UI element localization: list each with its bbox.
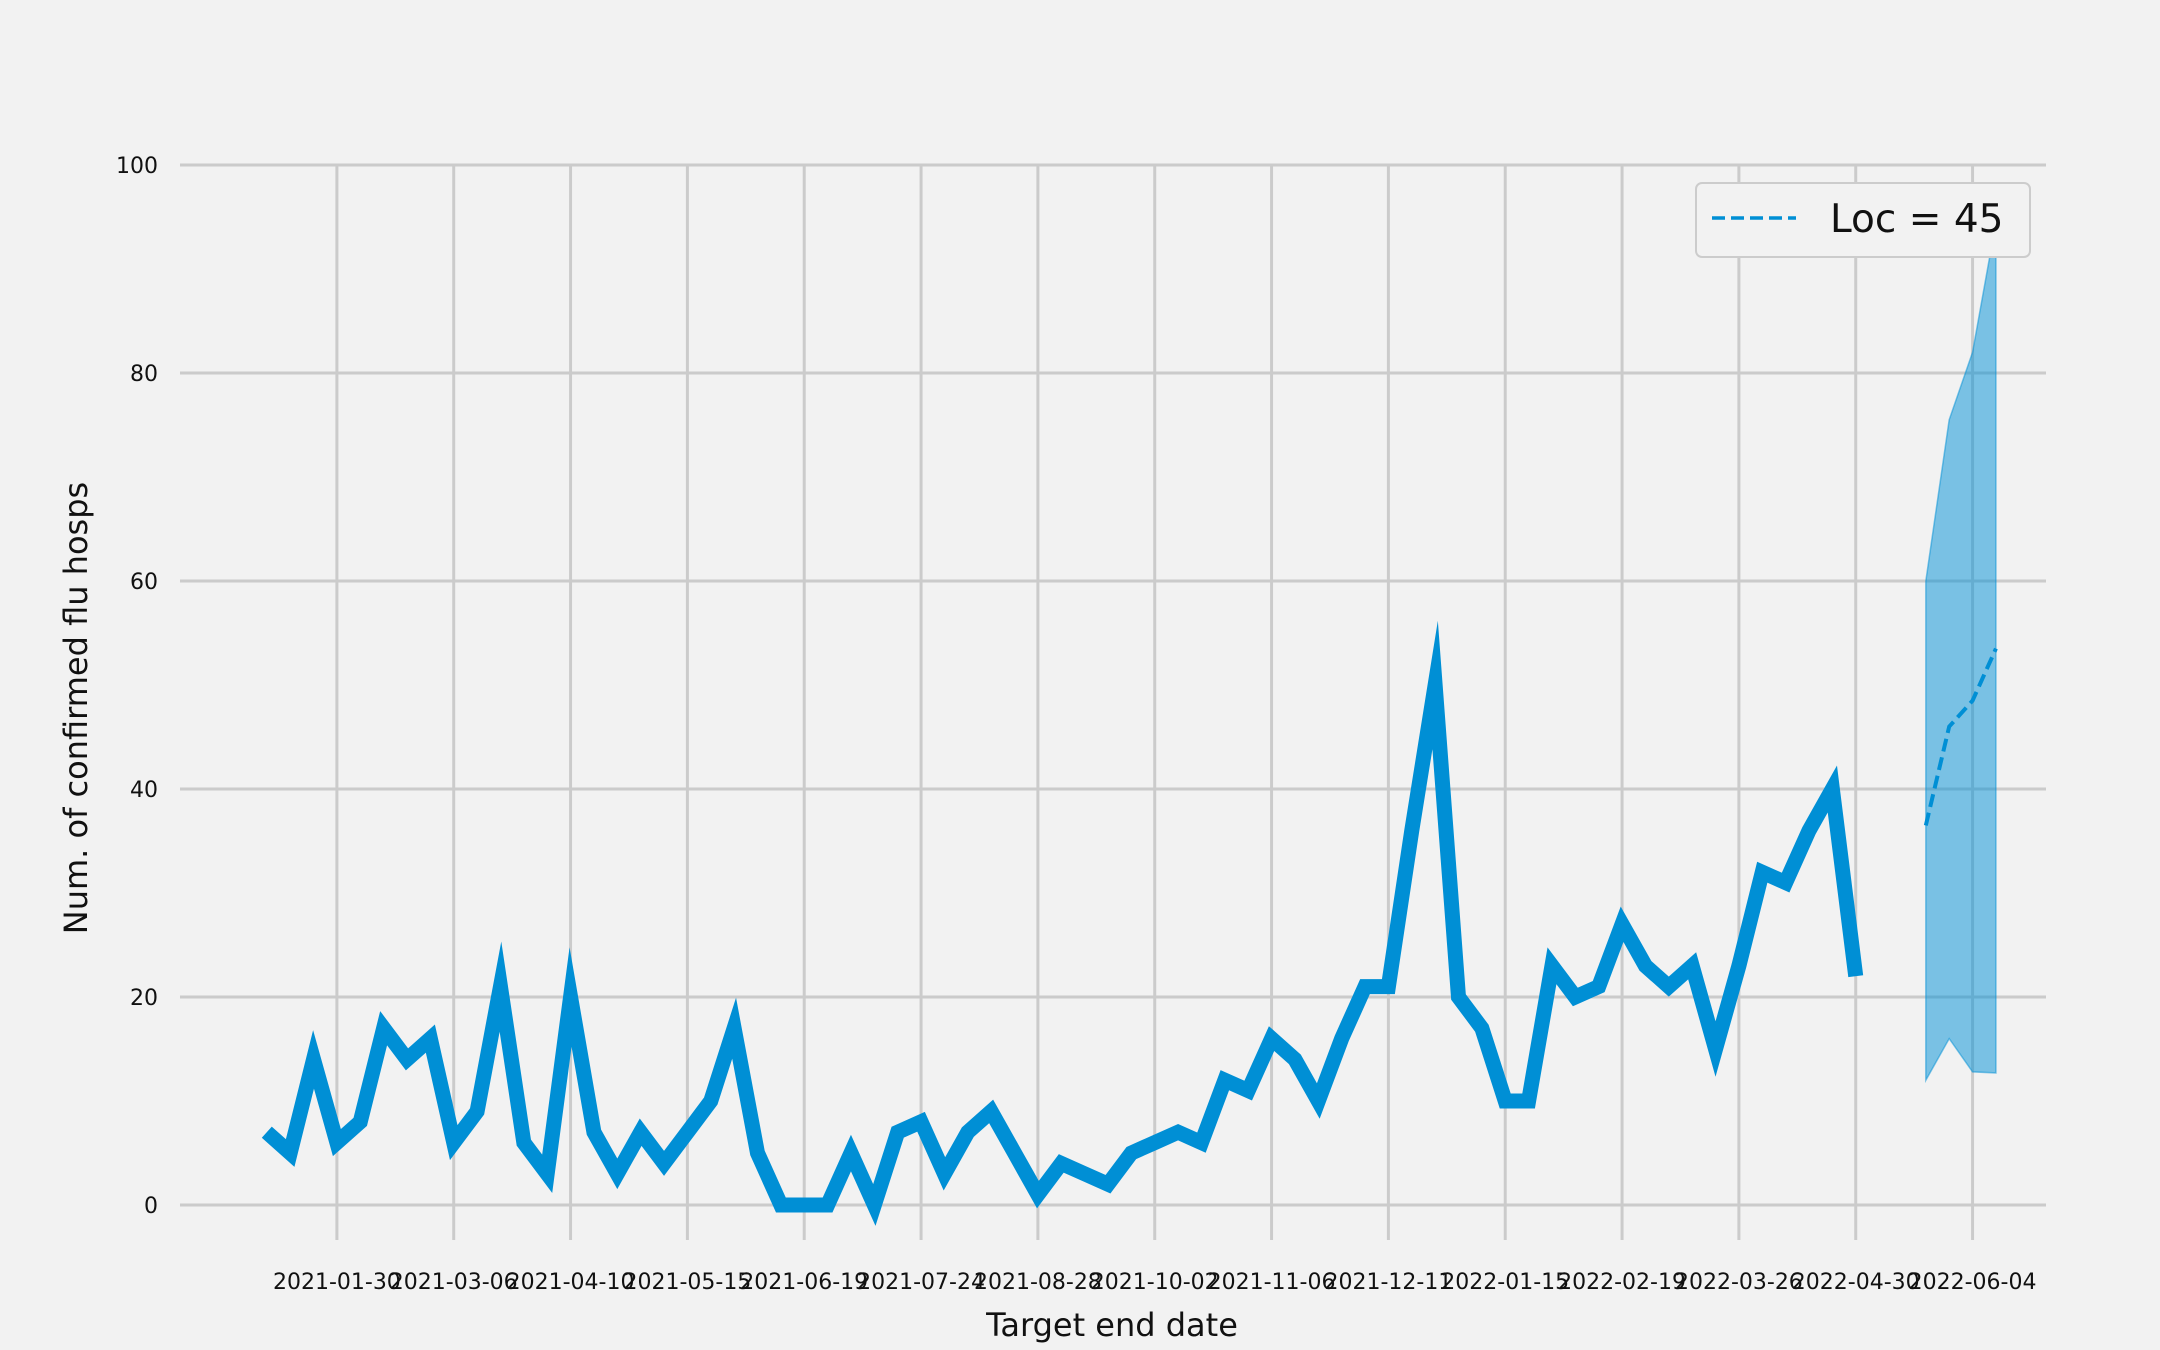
x-tick-label: 2021-03-06 [390,1270,518,1295]
prediction-interval-band [1925,222,1997,1084]
x-tick-label: 2021-08-28 [974,1270,1102,1295]
y-tick-labels: 0 20 40 60 80 100 [116,154,158,1219]
x-tick-label: 2022-06-04 [1909,1270,2037,1295]
y-tick-label: 80 [130,362,158,387]
y-tick-label: 60 [130,570,158,595]
x-tick-label: 2021-04-10 [507,1270,635,1295]
x-axis-title: Target end date [985,1306,1238,1344]
x-tick-label: 2021-06-19 [740,1270,868,1295]
y-tick-label: 40 [130,778,158,803]
x-tick-label: 2021-10-02 [1091,1270,1219,1295]
y-axis-title: Num. of confirmed flu hosps [57,482,95,934]
series-layer [261,620,1998,1226]
y-tick-label: 0 [144,1194,158,1219]
forecast-median-line [1923,647,1998,826]
observed-series-line [261,620,1864,1226]
x-tick-label: 2022-04-30 [1792,1270,1920,1295]
x-tick-label: 2022-02-19 [1558,1270,1686,1295]
legend-box [1695,182,2031,258]
legend-entry-label: Loc = 45 [1830,197,2003,242]
x-tick-label: 2021-07-24 [857,1270,985,1295]
y-tick-label: 20 [130,986,158,1011]
prediction-band-layer [1925,222,1997,1084]
x-tick-label: 2022-01-15 [1441,1270,1569,1295]
legend: Loc = 45 [1695,182,2031,258]
x-tick-label: 2021-11-06 [1208,1270,1336,1295]
y-tick-label: 100 [116,154,158,179]
x-tick-label: 2021-05-15 [623,1270,751,1295]
x-tick-label: 2021-12-11 [1324,1270,1452,1295]
x-tick-labels: 2021-01-302021-03-062021-04-102021-05-15… [273,1270,2037,1295]
x-tick-label: 2021-01-30 [273,1270,401,1295]
x-tick-label: 2022-03-26 [1675,1270,1803,1295]
